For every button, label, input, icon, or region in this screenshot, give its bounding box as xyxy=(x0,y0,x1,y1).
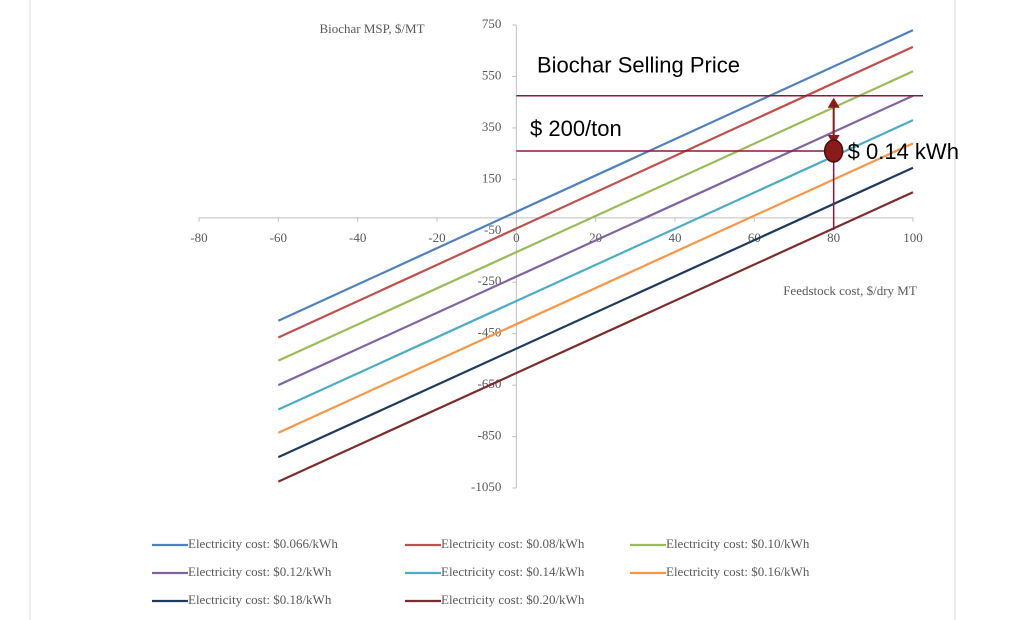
legend-label: Electricity cost: $0.20/kWh xyxy=(441,592,585,607)
legend-label: Electricity cost: $0.12/kWh xyxy=(188,564,332,579)
x-tick-label: 0 xyxy=(513,230,520,245)
legend-label: Electricity cost: $0.10/kWh xyxy=(666,536,810,551)
x-tick-label: 40 xyxy=(669,230,682,245)
x-tick-label: -80 xyxy=(190,230,207,245)
marker-point xyxy=(823,139,844,163)
chart-frame xyxy=(29,0,956,620)
legend-label: Electricity cost: $0.14/kWh xyxy=(441,564,585,579)
legend-label: Electricity cost: $0.08/kWh xyxy=(441,536,585,551)
legend-label: Electricity cost: $0.16/kWh xyxy=(666,564,810,579)
x-tick-label: -60 xyxy=(270,230,287,245)
series-line xyxy=(277,119,914,411)
x-tick-label: -20 xyxy=(428,230,445,245)
y-tick-label: -450 xyxy=(477,325,501,340)
legend-label: Electricity cost: $0.066/kWh xyxy=(188,536,338,551)
series-line xyxy=(277,191,914,483)
y-tick-label: -850 xyxy=(477,428,501,443)
annotation: $ 0.14 kWh xyxy=(848,139,959,164)
y-tick-label: -50 xyxy=(484,222,501,237)
series-line xyxy=(277,166,914,459)
series-line xyxy=(277,142,914,434)
y-tick-label: 350 xyxy=(482,119,502,134)
legend-label: Electricity cost: $0.18/kWh xyxy=(188,592,332,607)
y-tick-label: 550 xyxy=(482,67,502,82)
series-line xyxy=(277,70,914,362)
annotation: $ 200/ton xyxy=(530,116,622,141)
y-tick-label: -1050 xyxy=(471,479,501,494)
series-line xyxy=(277,29,914,322)
series-line xyxy=(277,94,914,387)
y-tick-label: 750 xyxy=(482,16,502,31)
x-tick-label: 100 xyxy=(903,230,923,245)
y-tick-label: -250 xyxy=(477,273,501,288)
x-tick-label: 80 xyxy=(827,230,840,245)
y-axis-label: Biochar MSP, $/MT xyxy=(319,21,424,36)
x-tick-label: -40 xyxy=(349,230,366,245)
y-tick-label: 150 xyxy=(482,170,502,185)
arrow-head xyxy=(827,97,840,108)
x-axis-label: Feedstock cost, $/dry MT xyxy=(783,283,917,298)
annotation: Biochar Selling Price xyxy=(537,53,740,78)
